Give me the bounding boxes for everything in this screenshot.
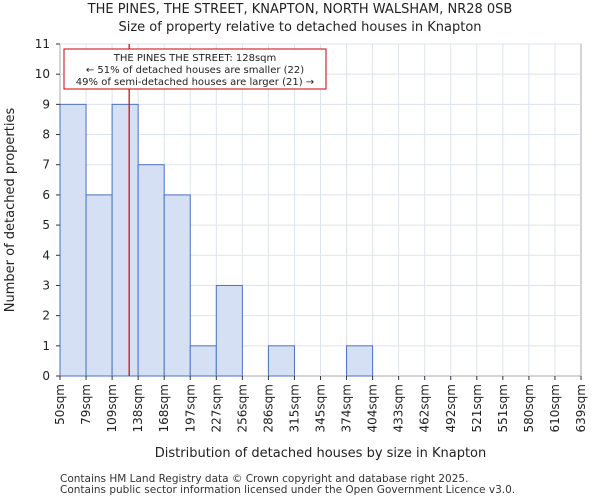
x-tick-label: 138sqm — [131, 384, 145, 432]
bar-50sqm — [59, 103, 87, 377]
annotation-line-3: 49% of semi-detached houses are larger (… — [76, 77, 314, 88]
x-tick-label: 374sqm — [340, 384, 354, 432]
footer-line-1: Contains HM Land Registry data © Crown c… — [60, 473, 469, 485]
bar-286sqm — [267, 345, 295, 377]
y-tick-label: 4 — [42, 248, 50, 262]
chart-title: THE PINES, THE STREET, KNAPTON, NORTH WA… — [87, 2, 513, 17]
y-tick-label: 2 — [42, 309, 50, 323]
chart-subtitle: Size of property relative to detached ho… — [118, 20, 482, 35]
y-tick-label: 6 — [42, 188, 50, 202]
x-tick-label: 580sqm — [522, 384, 536, 432]
x-tick-label: 227sqm — [209, 384, 223, 432]
bar-79sqm — [85, 194, 113, 377]
x-tick-label: 315sqm — [287, 384, 301, 432]
x-tick-label: 433sqm — [392, 384, 406, 432]
y-tick-label: 7 — [42, 158, 50, 172]
y-tick-label: 1 — [42, 339, 50, 353]
y-tick-label: 11 — [35, 37, 50, 51]
x-tick-label: 256sqm — [235, 384, 249, 432]
y-tick-label: 9 — [42, 97, 50, 111]
annotation-line-2: ← 51% of detached houses are smaller (22… — [86, 65, 304, 76]
x-tick-label: 79sqm — [79, 384, 93, 425]
y-tick-label: 5 — [42, 218, 50, 232]
y-tick-label: 10 — [35, 67, 50, 81]
x-tick-label: 521sqm — [470, 384, 484, 432]
x-tick-label: 551sqm — [496, 384, 510, 432]
bar-197sqm — [189, 345, 217, 377]
y-tick-label: 0 — [42, 369, 50, 383]
bar-109sqm — [111, 103, 139, 377]
x-tick-label: 639sqm — [574, 384, 588, 432]
footer-line-2: Contains public sector information licen… — [60, 484, 516, 496]
x-tick-label: 492sqm — [444, 384, 458, 432]
x-tick-label: 50sqm — [53, 384, 67, 425]
annotation-line-1: THE PINES THE STREET: 128sqm — [113, 53, 277, 64]
x-tick-label: 197sqm — [183, 384, 197, 432]
x-tick-label: 345sqm — [314, 384, 328, 432]
x-tick-label: 404sqm — [366, 384, 380, 432]
bar-227sqm — [215, 284, 243, 377]
x-tick-label: 462sqm — [418, 384, 432, 432]
x-tick-label: 109sqm — [105, 384, 119, 432]
y-tick-label: 8 — [42, 128, 50, 142]
y-axis-label: Number of detached properties — [3, 108, 18, 313]
annotation-box — [63, 48, 327, 90]
y-tick-label: 3 — [42, 278, 50, 292]
bar-168sqm — [163, 194, 191, 377]
x-tick-label: 610sqm — [548, 384, 562, 432]
x-tick-label: 286sqm — [261, 384, 275, 432]
x-tick-label: 168sqm — [157, 384, 171, 432]
x-axis-label: Distribution of detached houses by size … — [155, 446, 487, 461]
bar-374sqm — [346, 345, 374, 377]
bar-138sqm — [137, 164, 165, 377]
